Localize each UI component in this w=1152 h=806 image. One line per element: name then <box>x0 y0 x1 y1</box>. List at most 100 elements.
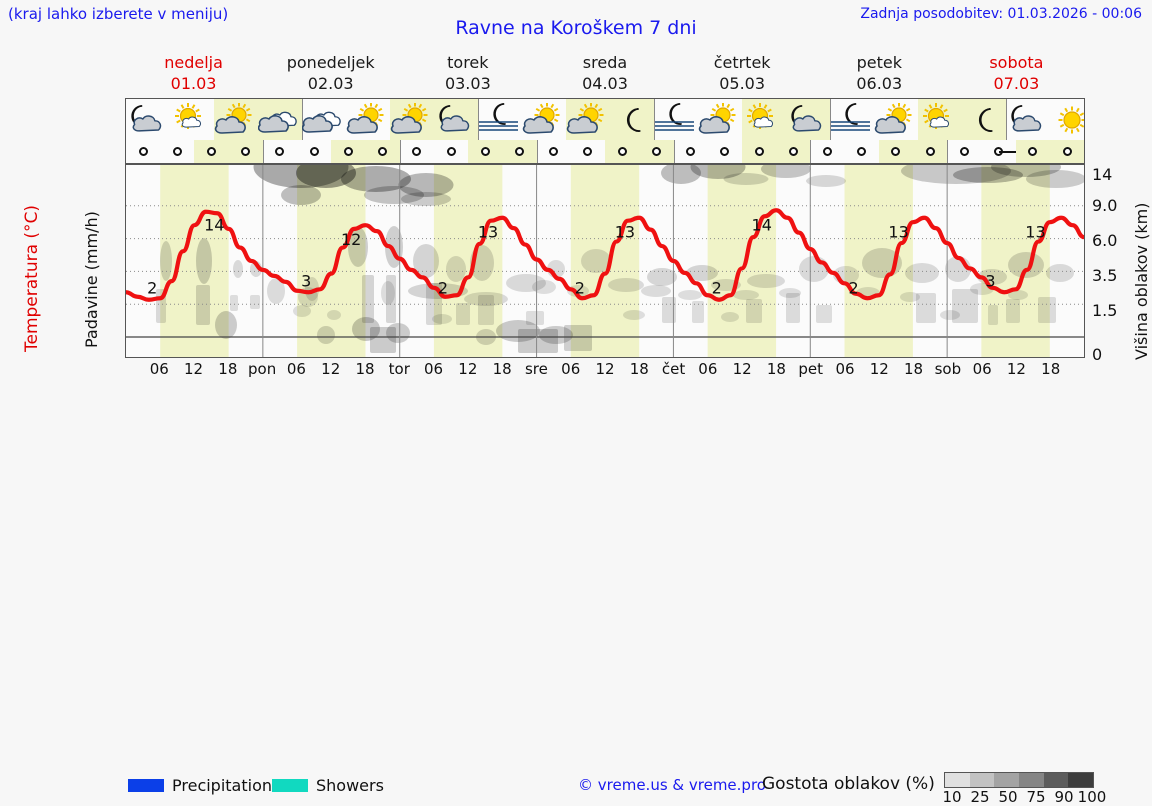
wind-calm-circle-icon <box>583 147 593 156</box>
x-axis-tick-label: 12 <box>869 360 889 378</box>
x-axis-tick-label: 06 <box>835 360 855 378</box>
weather-icon-cell <box>257 99 302 140</box>
temperature-extreme-label: 2 <box>575 279 585 298</box>
wind-calm-circle-icon <box>925 147 935 156</box>
day-date: 03.03 <box>444 74 491 93</box>
x-axis-tick-label: 06 <box>149 360 169 378</box>
weather-icon-cell <box>566 99 610 140</box>
cloud-density-tick-label: 25 <box>970 788 990 806</box>
x-axis-tick-label: čet <box>661 360 686 378</box>
location-menu-note: (kraj lahko izberete v meniju) <box>8 5 229 23</box>
weather-icon-cell <box>346 99 390 140</box>
x-axis-tick-label: sre <box>524 360 548 378</box>
weather-icon-cell <box>170 99 214 140</box>
x-axis-tick-label: 18 <box>629 360 649 378</box>
weather-icon-cell <box>301 99 346 140</box>
cloud-height-tick: 3.5 <box>1092 266 1118 285</box>
weather-icon-cell <box>1050 99 1084 140</box>
weather-icon-cell <box>830 99 874 140</box>
day-column-ponedeljek: ponedeljek 02.03 <box>262 52 399 96</box>
day-date: 04.03 <box>582 74 628 93</box>
sun-cloud-icon <box>874 102 918 137</box>
wind-calm-circle-icon <box>1062 147 1072 156</box>
cloudy-icon <box>257 103 302 137</box>
temperature-extreme-label: 13 <box>615 223 635 242</box>
wind-symbol-cell <box>741 140 777 163</box>
forecast-plot: 2 14 3 12 2 13 2 13 2 14 2 13 3 13 <box>125 164 1085 358</box>
wind-symbol-row <box>125 140 1085 164</box>
last-update-label: Zadnja posodobitev: 01.03.2026 - 00:06 <box>860 6 1142 22</box>
wind-symbol-cell <box>674 140 708 163</box>
wind-symbol-cell <box>263 140 297 163</box>
day-name: petek <box>856 53 902 72</box>
moon-fog-icon <box>830 102 874 137</box>
cloud-density-tick-label: 90 <box>1054 788 1074 806</box>
wind-calm-circle-icon <box>138 147 148 156</box>
wind-calm-circle-icon <box>172 147 182 156</box>
legend-item-showers: Showers <box>272 775 384 795</box>
wind-calm-circle-icon <box>378 147 388 156</box>
forecast-plot-svg: 2 14 3 12 2 13 2 13 2 14 2 13 3 13 <box>126 165 1084 357</box>
x-axis-tick-label: 18 <box>218 360 238 378</box>
x-axis-tick-label: sob <box>934 360 962 378</box>
weather-icon-cell <box>522 99 566 140</box>
precipitation-swatch <box>128 779 164 792</box>
cloud-density-swatch <box>969 773 995 787</box>
wind-symbol-cell <box>365 140 400 163</box>
wind-calm-circle-icon <box>720 147 730 156</box>
x-axis-tick-label: tor <box>388 360 410 378</box>
wind-symbol-cell <box>126 140 160 163</box>
wind-symbol-cell <box>913 140 948 163</box>
wind-calm-circle-icon <box>309 147 319 156</box>
sun-cloud-icon <box>346 102 390 137</box>
wind-calm-circle-icon <box>686 147 696 156</box>
cloud-density-color-scale <box>944 772 1094 788</box>
chart-legend: Precipitation Showers © vreme.us & vreme… <box>0 386 1152 806</box>
wind-symbol-cell <box>331 140 366 163</box>
cloud-height-tick: 14 <box>1092 165 1113 184</box>
cloud-density-swatch <box>1043 773 1069 787</box>
wind-symbol-cell <box>639 140 674 163</box>
wind-calm-circle-icon <box>515 147 525 156</box>
day-column-nedelja: nedelja 01.03 <box>125 52 262 96</box>
cloud-height-axis-title: Višina oblakov (km) <box>1132 202 1151 360</box>
page-title: Ravne na Koroškem 7 dni <box>455 17 697 39</box>
wind-calm-circle-icon <box>959 147 969 156</box>
temperature-axis-title: Temperatura (°C) <box>22 204 42 352</box>
weather-icon-cell <box>962 99 1006 140</box>
legend-showers-label: Showers <box>316 776 384 795</box>
wind-calm-circle-icon <box>241 147 251 156</box>
wind-calm-circle-icon <box>549 147 559 156</box>
wind-calm-circle-icon <box>754 147 764 156</box>
day-column-sobota: sobota 07.03 <box>948 52 1085 96</box>
day-header-row: nedelja 01.03 ponedeljek 02.03 torek 03.03 sre… <box>125 52 1085 96</box>
showers-swatch <box>272 779 308 792</box>
x-axis-tick-label: 06 <box>561 360 581 378</box>
cloud-density-legend-title: Gostota oblakov (%) <box>762 774 935 794</box>
sun-cloud-icon <box>522 102 566 137</box>
wind-symbol-cell <box>1015 140 1050 163</box>
day-name: ponedeljek <box>286 53 375 72</box>
cloud-density-swatch <box>1019 773 1044 787</box>
wind-symbol-cell <box>228 140 263 163</box>
temperature-extreme-label: 14 <box>752 215 772 234</box>
wind-symbol-cell <box>571 140 605 163</box>
moon-fog-icon <box>654 102 698 137</box>
x-axis-tick-label: pon <box>248 360 277 378</box>
temperature-extreme-label: 12 <box>341 230 361 249</box>
weather-icon-cell <box>742 99 786 140</box>
weather-icon-cell <box>1006 99 1050 140</box>
x-axis-tick-label: 06 <box>972 360 992 378</box>
wind-symbol-cell <box>468 140 503 163</box>
wind-symbol-cell <box>1049 140 1084 163</box>
temperature-extreme-label: 3 <box>985 271 995 290</box>
moon-icon <box>962 103 1006 137</box>
sun-small-cloud-icon <box>170 102 214 137</box>
moon-cloud-icon <box>786 103 830 137</box>
moon-cloud-icon <box>1006 103 1050 137</box>
wind-symbol-cell <box>776 140 811 163</box>
x-axis-tick-label: 06 <box>424 360 444 378</box>
day-column-četrtek: četrtek 05.03 <box>674 52 811 96</box>
x-axis-tick-label: 12 <box>732 360 752 378</box>
wind-symbol-cell <box>194 140 229 163</box>
